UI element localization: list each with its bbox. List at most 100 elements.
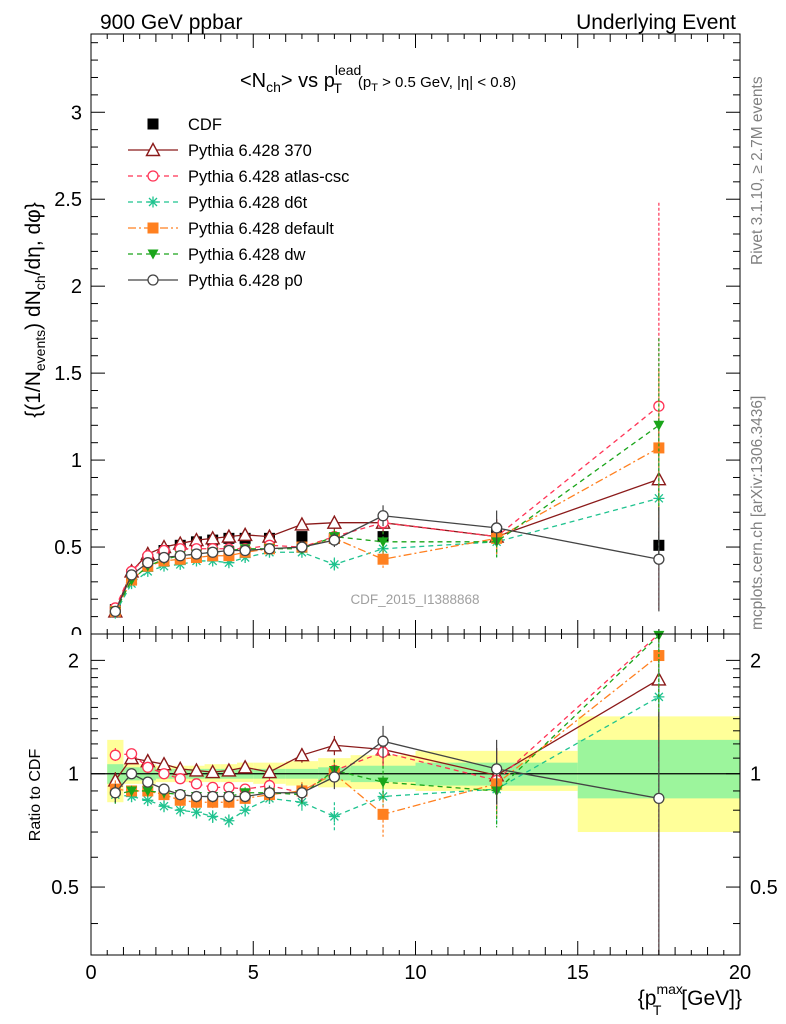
ratio-data-point [239, 790, 251, 803]
main-data-point [174, 550, 186, 562]
ratio-data-point [126, 786, 138, 797]
x-axis-label: {pmax T [GeV]} [638, 981, 742, 1018]
ratio-data-point [158, 768, 170, 780]
ratio-series-pythia-6-428-p0 [109, 711, 665, 955]
ratio-data-point [377, 808, 389, 820]
ratio-data-point [188, 762, 205, 777]
ratio-y-tick-label: 1 [68, 764, 79, 786]
legend-entry-pythia-6-428-atlas-csc: Pythia 6.428 atlas-csc [128, 168, 349, 186]
rivet-version-label: Rivet 3.1.10, ≥ 2.7M events [749, 76, 766, 265]
ratio-data-point [142, 761, 154, 773]
ratio-data-point [237, 759, 253, 774]
ratio-data-point [653, 792, 665, 805]
legend-label: CDF [188, 116, 222, 134]
mcplots-url-label: mcplots.cern.ch [arXiv:1306.3436] [749, 396, 766, 630]
legend-marker [145, 142, 161, 157]
ratio-data-point [174, 788, 186, 801]
ratio-data-point [328, 810, 340, 822]
legend-label: Pythia 6.428 default [188, 220, 334, 238]
x-tick-label: 15 [567, 962, 589, 984]
ratio-data-point [174, 773, 186, 785]
main-data-point [142, 557, 154, 569]
legend-entry-pythia-6-428-dw: Pythia 6.428 dw [128, 246, 305, 264]
ratio-y-tick-label-right: 1 [750, 764, 761, 786]
ratio-y-tick-label: 0.5 [51, 877, 79, 899]
ratio-data-point [326, 737, 343, 752]
analysis-watermark: CDF_2015_I1388868 [350, 592, 479, 607]
ratio-data-point [221, 762, 237, 777]
ratio-x-ticks: 0 5 10 15 20 [85, 634, 751, 984]
main-series-line [114, 405, 660, 609]
ratio-data-point [190, 806, 202, 818]
ratio-y-tick-label-right: 2 [750, 650, 761, 672]
ratio-data-point [158, 800, 170, 812]
main-data-point [239, 544, 251, 557]
ratio-data-point [223, 815, 235, 827]
main-y-tick-label: 0.5 [54, 537, 82, 559]
legend-marker [147, 118, 159, 130]
legend: CDF Pythia 6.428 370 Pythia 6.428 atlas-cs… [128, 116, 349, 290]
legend-entry-pythia-6-428-d6t: Pythia 6.428 d6t [128, 194, 308, 212]
ratio-data-point [109, 749, 121, 761]
legend-label: Pythia 6.428 dw [188, 246, 305, 264]
ratio-y-tick-label: 2 [68, 650, 79, 672]
legend-marker [147, 249, 159, 260]
main-y-tick-label: 1.5 [54, 363, 82, 385]
ratio-data-point [125, 748, 138, 760]
ratio-series-group [107, 630, 667, 955]
ratio-data-point [142, 786, 154, 797]
ratio-data-point [328, 771, 341, 783]
ratio-y-tick-label-right: 0.5 [750, 877, 778, 899]
legend-entry-pythia-6-428-p0: Pythia 6.428 p0 [128, 272, 303, 290]
main-data-point [653, 442, 665, 454]
ratio-data-point [377, 735, 389, 747]
zero-label-mask [61, 635, 89, 649]
main-data-point [377, 553, 389, 565]
legend-label: Pythia 6.428 d6t [188, 194, 308, 212]
main-y-tick-label: 1 [71, 450, 82, 472]
ratio-data-point [207, 810, 219, 822]
legend-entry-pythia-6-428-default: Pythia 6.428 default [128, 220, 334, 238]
legend-marker [147, 274, 159, 286]
main-data-point [490, 522, 503, 534]
ratio-data-point [296, 787, 308, 799]
main-y-ticks: 0.511.522.530 [54, 42, 740, 649]
ratio-data-point [223, 790, 235, 803]
main-data-point [653, 420, 665, 431]
ratio-data-point [190, 778, 203, 790]
ratio-panel: 0.5 0.5 1 1 2 2 0 5 10 15 20 Ratio to CDF {pmax T … [27, 630, 778, 1018]
main-series-pythia-6-428-dw [109, 338, 665, 617]
main-series-line [114, 447, 660, 612]
ratio-y-ticks: 0.5 0.5 1 1 2 2 [51, 650, 778, 925]
main-data-point [326, 514, 343, 529]
ratio-data-point [294, 747, 310, 762]
ratio-data-point [490, 763, 503, 775]
main-data-point [263, 543, 276, 555]
legend-label: Pythia 6.428 370 [188, 142, 312, 160]
ratio-data-point [126, 790, 138, 802]
main-data-point [223, 544, 235, 557]
main-y-tick-label: 3 [71, 102, 82, 124]
ratio-y-axis-label: Ratio to CDF [27, 749, 44, 842]
ratio-series-line [115, 696, 660, 822]
x-tick-label: 20 [729, 962, 751, 984]
x-tick-label: 0 [85, 962, 96, 984]
main-data-point [221, 528, 237, 543]
main-data-point [377, 537, 389, 548]
ratio-data-point [207, 790, 219, 803]
main-data-point [377, 510, 389, 522]
main-y-tick-label: 2.5 [54, 189, 82, 211]
ratio-series-pythia-6-428-370 [107, 634, 667, 809]
legend-marker [147, 196, 159, 208]
main-x-ticks [90, 34, 741, 634]
main-data-point [125, 569, 138, 581]
ratio-data-point [142, 794, 154, 806]
main-data-point [237, 526, 253, 542]
main-data-point [207, 546, 219, 558]
main-data-point [653, 553, 665, 565]
ratio-data-point [263, 787, 276, 799]
ratio-data-point [261, 764, 278, 779]
x-tick-label: 5 [248, 962, 259, 984]
